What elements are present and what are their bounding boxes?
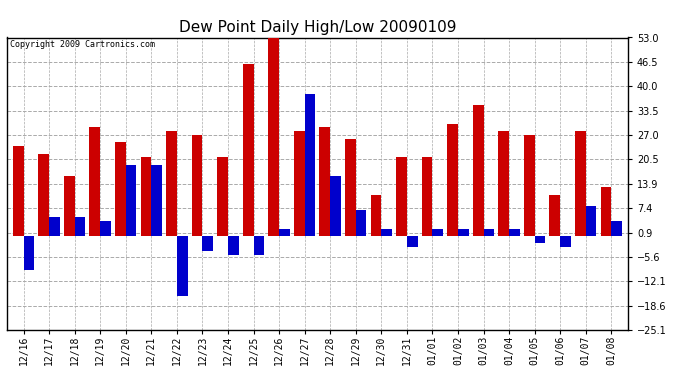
Bar xyxy=(473,105,484,236)
Bar xyxy=(549,195,560,236)
Bar xyxy=(141,158,151,236)
Bar xyxy=(49,217,60,236)
Bar xyxy=(575,131,586,236)
Bar xyxy=(75,217,86,236)
Bar xyxy=(23,236,34,270)
Bar xyxy=(13,146,23,236)
Bar xyxy=(458,228,469,236)
Bar xyxy=(39,154,49,236)
Title: Dew Point Daily High/Low 20090109: Dew Point Daily High/Low 20090109 xyxy=(179,20,456,35)
Bar xyxy=(243,64,253,236)
Bar xyxy=(600,187,611,236)
Bar xyxy=(407,236,417,247)
Bar xyxy=(304,94,315,236)
Bar xyxy=(586,206,596,236)
Bar xyxy=(279,228,290,236)
Bar xyxy=(192,135,202,236)
Bar xyxy=(126,165,137,236)
Bar xyxy=(90,128,100,236)
Bar xyxy=(294,131,304,236)
Bar xyxy=(524,135,535,236)
Bar xyxy=(177,236,188,296)
Bar xyxy=(433,228,443,236)
Bar xyxy=(151,165,162,236)
Bar xyxy=(345,139,356,236)
Bar xyxy=(268,34,279,236)
Bar xyxy=(611,221,622,236)
Bar xyxy=(356,210,366,236)
Bar xyxy=(100,221,111,236)
Bar xyxy=(382,228,392,236)
Bar xyxy=(447,124,458,236)
Bar xyxy=(228,236,239,255)
Bar xyxy=(498,131,509,236)
Bar xyxy=(115,142,126,236)
Bar xyxy=(535,236,545,243)
Bar xyxy=(509,228,520,236)
Text: Copyright 2009 Cartronics.com: Copyright 2009 Cartronics.com xyxy=(10,40,155,50)
Bar xyxy=(253,236,264,255)
Bar xyxy=(217,158,228,236)
Bar xyxy=(484,228,494,236)
Bar xyxy=(331,176,341,236)
Bar xyxy=(64,176,75,236)
Bar xyxy=(560,236,571,247)
Bar xyxy=(422,158,433,236)
Bar xyxy=(396,158,407,236)
Bar xyxy=(166,131,177,236)
Bar xyxy=(371,195,382,236)
Bar xyxy=(202,236,213,251)
Bar xyxy=(319,128,331,236)
